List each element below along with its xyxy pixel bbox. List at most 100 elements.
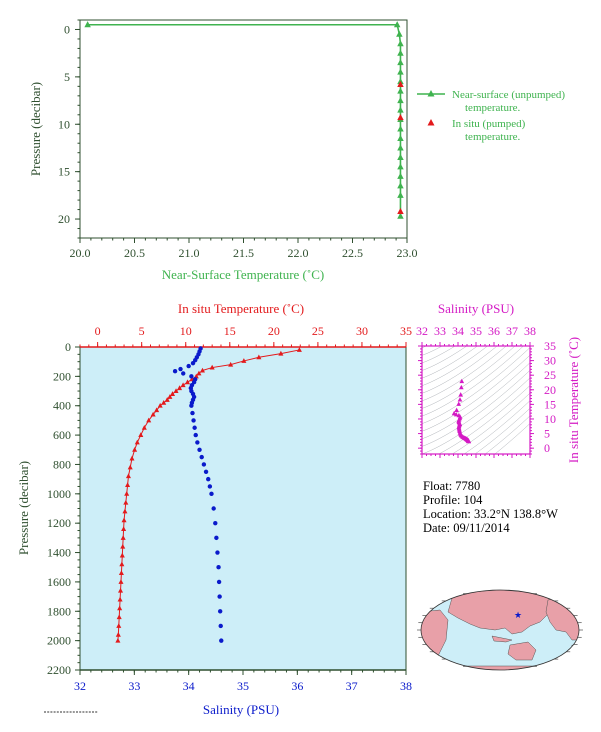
sal-tick-label: 33 bbox=[128, 679, 140, 693]
ts-temp-tick-label: 0 bbox=[544, 441, 550, 455]
temperature-point bbox=[157, 402, 163, 408]
main-salinity-label: Salinity (PSU) bbox=[203, 702, 279, 717]
pres-tick-label: 200 bbox=[53, 369, 71, 383]
temperature-point bbox=[256, 354, 262, 360]
ts-point bbox=[454, 407, 459, 413]
sal-tick-label: 34 bbox=[183, 679, 195, 693]
ts-sal-tick-label: 36 bbox=[488, 324, 500, 338]
top-xtick-label: 22.0 bbox=[288, 246, 309, 260]
salinity-point bbox=[214, 535, 219, 541]
salinity-point bbox=[172, 369, 178, 374]
salinity-point bbox=[189, 374, 194, 379]
salinity-point bbox=[186, 363, 191, 369]
temp-tick-label: 10 bbox=[180, 324, 192, 338]
unpumped-temperature-point bbox=[397, 96, 404, 104]
temperature-point bbox=[196, 370, 202, 376]
density-contour bbox=[463, 400, 530, 454]
temperature-point bbox=[296, 347, 302, 352]
density-contour bbox=[451, 392, 530, 454]
temperature-point bbox=[125, 473, 131, 479]
map-land-south-america bbox=[569, 644, 579, 669]
ts-temp-tick-label: 15 bbox=[544, 397, 556, 411]
ts-point bbox=[459, 378, 465, 384]
date: Date: 09/11/2014 bbox=[423, 521, 510, 535]
pumped-temperature-point bbox=[397, 207, 404, 214]
temperature-point bbox=[117, 605, 123, 611]
pres-tick-label: 1600 bbox=[47, 575, 71, 589]
ts-temp-tick-label: 5 bbox=[544, 427, 550, 441]
salinity-point bbox=[206, 476, 211, 482]
top-ytick-label: 10 bbox=[58, 117, 70, 131]
density-contour bbox=[422, 346, 524, 417]
ts-salinity-label: Salinity (PSU) bbox=[438, 301, 514, 316]
top-xlabel: Near-Surface Temperature (˚C) bbox=[162, 267, 324, 282]
temperature-point bbox=[124, 491, 130, 496]
salinity-point bbox=[199, 454, 204, 460]
density-contour bbox=[422, 347, 530, 424]
unpumped-temperature-point bbox=[393, 21, 401, 28]
map-land-indonesia bbox=[491, 635, 513, 643]
ts-point bbox=[457, 397, 463, 402]
unpumped-temperature-point bbox=[84, 21, 91, 28]
temperature-point bbox=[118, 579, 124, 584]
density-contour bbox=[422, 346, 443, 356]
unpumped-temperature-point bbox=[397, 68, 404, 75]
salinity-point bbox=[190, 360, 196, 366]
pres-tick-label: 1400 bbox=[47, 546, 71, 560]
salinity-point bbox=[191, 418, 196, 423]
temp-tick-label: 30 bbox=[356, 324, 368, 338]
map-land-australia bbox=[507, 641, 537, 661]
profile-chart: 0 5 10 15 20 25 30 35 32 33 34 35 36 37 38 0 200 400 600… bbox=[16, 301, 412, 717]
unpumped-temperature-point bbox=[397, 153, 404, 160]
legend-label-pumped-1: In situ (pumped) bbox=[452, 118, 526, 130]
temperature-point bbox=[180, 382, 186, 388]
unpumped-temperature-point bbox=[397, 106, 404, 113]
salinity-point bbox=[216, 565, 221, 570]
temperature-point bbox=[116, 623, 122, 628]
density-contour bbox=[422, 362, 530, 440]
pres-tick-label: 400 bbox=[53, 399, 71, 413]
legend-label-pumped-2: temperature. bbox=[465, 131, 521, 143]
salinity-point bbox=[218, 623, 223, 629]
pres-tick-label: 1000 bbox=[47, 487, 71, 501]
ts-point bbox=[458, 384, 464, 390]
unpumped-temperature-point bbox=[397, 191, 404, 198]
temperature-point bbox=[169, 391, 176, 396]
temperature-point bbox=[209, 364, 215, 370]
temperature-point bbox=[116, 614, 122, 620]
ts-point bbox=[456, 401, 462, 406]
temperature-point bbox=[118, 570, 124, 576]
ts-point bbox=[453, 411, 459, 417]
density-contour bbox=[422, 377, 530, 454]
top-legend: Near-surface (unpumped) temperature. In … bbox=[417, 89, 565, 143]
salinity-point bbox=[189, 403, 194, 408]
temp-tick-label: 25 bbox=[312, 324, 324, 338]
temperature-point bbox=[146, 417, 152, 423]
sal-tick-label: 36 bbox=[291, 679, 303, 693]
float-id: Float: 7780 bbox=[423, 479, 480, 493]
temperature-point bbox=[115, 631, 121, 637]
pres-tick-label: 600 bbox=[53, 428, 71, 442]
unpumped-temperature-point bbox=[397, 125, 404, 132]
temp-tick-label: 15 bbox=[224, 324, 236, 338]
temperature-point bbox=[167, 394, 173, 399]
salinity-point bbox=[209, 491, 214, 497]
sal-tick-label: 35 bbox=[237, 679, 249, 693]
ts-point bbox=[466, 438, 472, 444]
main-temperature-label: In situ Temperature (˚C) bbox=[178, 301, 304, 316]
temperature-point bbox=[161, 399, 167, 405]
profile-number: Profile: 104 bbox=[423, 493, 483, 507]
density-contour bbox=[422, 346, 468, 371]
temperature-point bbox=[122, 508, 128, 514]
unpumped-temperature-line bbox=[87, 23, 402, 217]
temperature-point bbox=[119, 561, 125, 567]
temperature-point bbox=[129, 455, 135, 461]
pres-tick-label: 2200 bbox=[47, 663, 71, 677]
top-ylabel: Pressure (decibar) bbox=[28, 82, 43, 176]
salinity-point bbox=[216, 579, 222, 585]
temperature-point bbox=[241, 358, 247, 363]
temperature-point bbox=[121, 517, 127, 523]
salinity-point bbox=[211, 506, 216, 511]
location: Location: 33.2°N 138.8°W bbox=[423, 507, 558, 521]
